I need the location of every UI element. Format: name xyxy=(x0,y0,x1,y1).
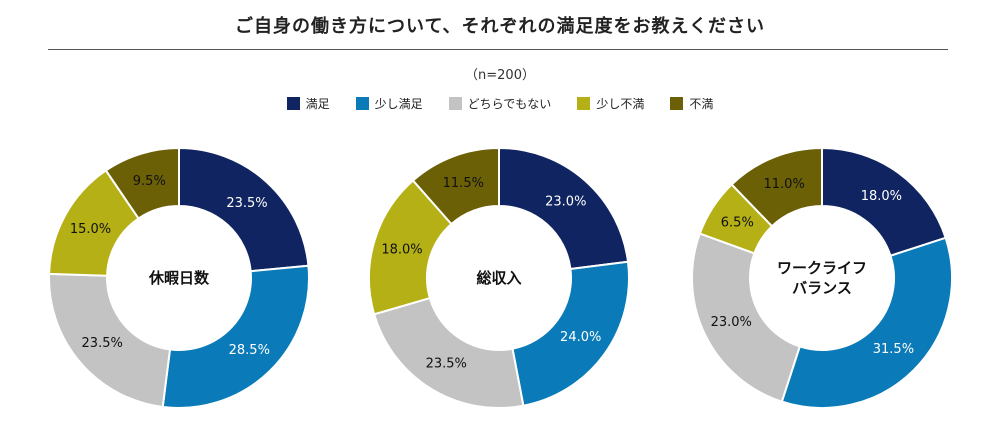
donut-slice xyxy=(730,146,823,228)
slice-value-label: 15.0% xyxy=(70,222,111,237)
slice-value-label: 23.0% xyxy=(545,195,586,210)
legend-label: 不満 xyxy=(689,97,714,111)
donut-center-label: 休暇日数 xyxy=(148,269,210,287)
slice-value-label: 23.5% xyxy=(226,196,267,211)
slice-value-label: 31.5% xyxy=(873,342,914,357)
legend-swatch xyxy=(577,97,591,110)
donut-slice xyxy=(178,146,310,273)
legend: 満足 少し満足 どちらでもない 少し不満 不満 xyxy=(0,95,1000,112)
donut-slice xyxy=(411,146,500,226)
donut-center-label-line: バランス xyxy=(792,279,852,297)
donut-slice xyxy=(372,296,525,409)
legend-item-neutral: どちらでもない xyxy=(448,95,552,112)
slice-value-label: 9.5% xyxy=(133,174,166,189)
slice-value-label: 6.5% xyxy=(721,215,754,230)
chart-title: ご自身の働き方について、それぞれの満足度をお教えください xyxy=(234,16,766,37)
title-divider xyxy=(48,49,948,50)
legend-swatch xyxy=(355,97,369,110)
slice-value-label: 23.0% xyxy=(711,315,752,330)
donut-center-label: 総収入 xyxy=(476,269,521,287)
legend-label: 少し不満 xyxy=(596,97,645,111)
sample-size-label: （n=200） xyxy=(465,68,535,83)
donut-chart: 23.5% 28.5% 23.5% 15.0% 9.5% 休暇日数 xyxy=(48,146,310,409)
donut-chart: 18.0% 31.5% 23.0% 6.5% 11.0% ワークライフバランス xyxy=(691,146,953,409)
donut-chart: 23.0% 24.0% 23.5% 18.0% 11.5% 総収入 xyxy=(368,146,630,409)
donut-center-label: ワークライフバランス xyxy=(777,259,867,297)
slice-value-label: 11.0% xyxy=(764,177,805,192)
donut-slice xyxy=(48,272,172,409)
legend-swatch xyxy=(286,97,300,110)
legend-swatch xyxy=(670,97,684,110)
donut-slice xyxy=(498,146,630,271)
donut-slice xyxy=(511,260,630,407)
donut-center-label-line: ワークライフ xyxy=(777,259,867,277)
donut-center-label-line: 休暇日数 xyxy=(148,269,210,287)
slice-value-label: 11.5% xyxy=(443,176,484,191)
slice-value-label: 28.5% xyxy=(229,343,270,358)
slice-value-label: 18.0% xyxy=(861,189,902,204)
donut-slice xyxy=(691,232,802,403)
legend-swatch xyxy=(448,97,462,110)
legend-label: 満足 xyxy=(305,97,330,111)
slice-value-label: 18.0% xyxy=(381,242,422,257)
legend-label: 少し満足 xyxy=(374,97,423,111)
legend-item-dissatisfied: 不満 xyxy=(670,95,713,112)
donut-slice xyxy=(104,146,180,220)
donut-center-label-line: 総収入 xyxy=(476,269,521,287)
slice-value-label: 23.5% xyxy=(82,336,123,351)
donut-slice xyxy=(780,236,953,409)
slice-value-label: 23.5% xyxy=(426,357,467,372)
legend-label: どちらでもない xyxy=(467,97,552,111)
legend-item-somewhat-dissatisfied: 少し不満 xyxy=(577,95,644,112)
legend-item-satisfied: 満足 xyxy=(286,95,330,112)
donut-slice xyxy=(161,264,310,409)
legend-item-somewhat-satisfied: 少し満足 xyxy=(355,95,423,112)
donut-slice xyxy=(821,146,947,258)
slice-value-label: 24.0% xyxy=(560,330,601,345)
